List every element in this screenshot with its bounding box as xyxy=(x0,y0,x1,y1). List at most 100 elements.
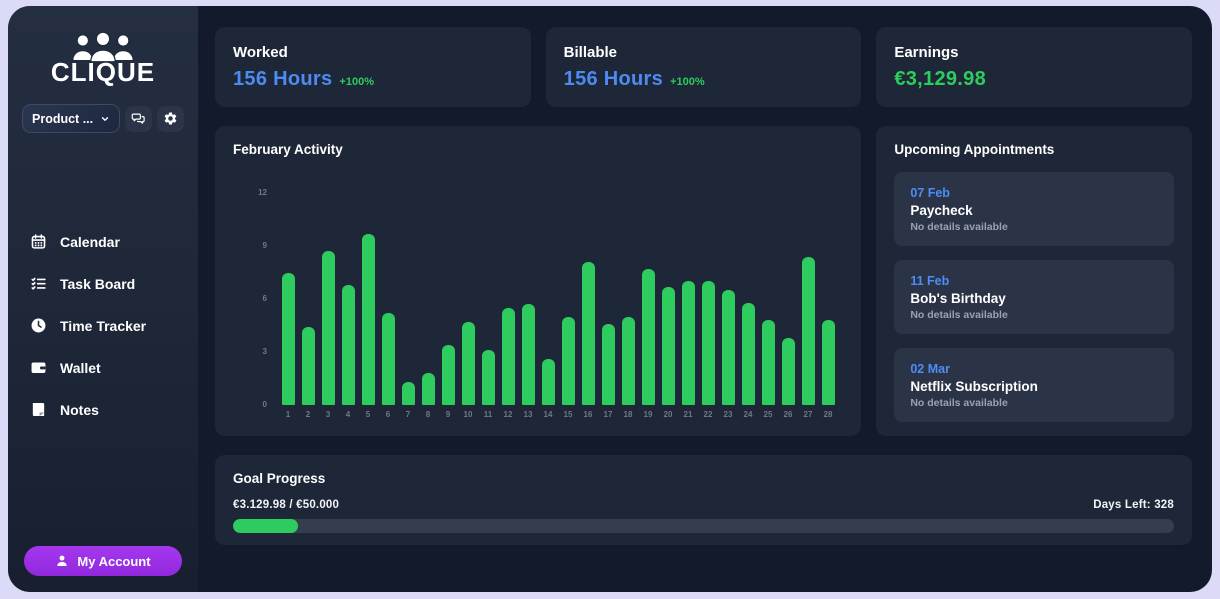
x-tick-label: 6 xyxy=(385,410,391,419)
activity-chart-card: February Activity 0 3 6 9 12 1 2 3 4 5 6 7 8 9 10 11 12… xyxy=(215,126,862,436)
bar xyxy=(601,323,615,405)
bar-column xyxy=(341,193,355,405)
x-tick-label: 26 xyxy=(783,410,793,419)
bar-column xyxy=(461,193,475,405)
appointment-details: No details available xyxy=(910,396,1008,409)
calendar-icon xyxy=(30,233,47,250)
main-content: Worked 156 Hours +100% Billable 156 Hour… xyxy=(198,6,1212,592)
x-tick-label: 16 xyxy=(583,410,593,419)
appointment-item[interactable]: 02 Mar Netflix Subscription No details ava… xyxy=(894,348,1174,422)
earnings-card-title: Earnings xyxy=(894,43,959,61)
bar-column xyxy=(301,193,315,405)
sidebar-item-wallet[interactable]: Wallet xyxy=(30,359,184,376)
billable-card-title: Billable xyxy=(563,43,618,61)
x-tick-label: 22 xyxy=(703,410,713,419)
bar-column xyxy=(621,193,635,405)
sidebar-item-calendar[interactable]: Calendar xyxy=(30,233,184,250)
x-tick-label: 2 xyxy=(305,410,311,419)
goal-progress-track xyxy=(233,519,1174,533)
x-tick-label: 28 xyxy=(823,410,833,419)
goal-progress-card: Goal Progress €3.129.98 / €50.000 Days L… xyxy=(215,455,1192,545)
appointment-date: 07 Feb xyxy=(910,185,950,200)
appointment-details: No details available xyxy=(910,220,1008,233)
bar xyxy=(661,286,675,405)
chart-y-axis: 0 3 6 9 12 xyxy=(233,188,267,409)
bar xyxy=(401,382,415,405)
earnings-card-value: €3,129.98 xyxy=(894,67,987,90)
bar xyxy=(821,320,835,405)
workspace-dropdown[interactable]: Product ... xyxy=(22,104,120,133)
appointment-date: 02 Mar xyxy=(910,361,950,376)
appointment-details: No details available xyxy=(910,308,1008,321)
bar xyxy=(381,313,395,405)
chevron-down-icon xyxy=(101,116,109,121)
appointments-list: 07 Feb Paycheck No details available 11 Feb… xyxy=(894,172,1174,422)
x-tick-label: 5 xyxy=(365,410,371,419)
my-account-button[interactable]: My Account xyxy=(24,546,182,576)
bar-column xyxy=(821,193,835,405)
bar-column xyxy=(701,193,715,405)
sidebar-item-label: Notes xyxy=(60,401,99,418)
chat-icon xyxy=(131,113,145,124)
bar xyxy=(461,321,475,405)
bar-column xyxy=(401,193,415,405)
x-tick-label: 27 xyxy=(803,410,813,419)
bar-column xyxy=(801,193,815,405)
bar-column xyxy=(581,193,595,405)
bar xyxy=(501,307,515,405)
bar-column xyxy=(561,193,575,405)
workspace-dropdown-label: Product ... xyxy=(32,111,94,126)
bar xyxy=(701,281,715,405)
wallet-icon xyxy=(30,359,47,376)
bar-column xyxy=(441,193,455,405)
x-tick-label: 7 xyxy=(405,410,411,419)
bar xyxy=(641,268,655,405)
bar xyxy=(621,316,635,405)
sidebar-item-notes[interactable]: Notes xyxy=(30,401,184,418)
bar-column xyxy=(541,193,555,405)
bar xyxy=(741,302,755,405)
goal-amounts: €3.129.98 / €50.000 xyxy=(233,499,340,511)
bar xyxy=(541,359,555,405)
x-tick-label: 24 xyxy=(743,410,753,419)
bar xyxy=(481,350,495,405)
clock-icon xyxy=(30,317,47,334)
sidebar-item-label: Calendar xyxy=(60,233,120,250)
appointment-item[interactable]: 07 Feb Paycheck No details available xyxy=(894,172,1174,246)
bar xyxy=(341,284,355,405)
sidebar-item-label: Time Tracker xyxy=(60,317,147,334)
bar xyxy=(561,316,575,405)
x-tick-label: 25 xyxy=(763,410,773,419)
bar-column xyxy=(521,193,535,405)
bar xyxy=(721,290,735,405)
gear-icon xyxy=(164,112,177,125)
earnings-card: Earnings €3,129.98 xyxy=(876,27,1192,107)
my-account-label: My Account xyxy=(77,553,151,569)
x-tick-label: 19 xyxy=(643,410,653,419)
bar-column xyxy=(381,193,395,405)
bar-column xyxy=(361,193,375,405)
chat-button[interactable] xyxy=(125,105,152,132)
y-tick-label: 0 xyxy=(262,400,267,409)
sidebar-item-task-board[interactable]: Task Board xyxy=(30,275,184,292)
bar-chart: 0 3 6 9 12 1 2 3 4 5 6 7 8 9 10 11 12 13 14 15 16 17 18 19 20 21… xyxy=(233,188,843,419)
appointment-title: Paycheck xyxy=(910,202,973,218)
bar-column xyxy=(501,193,515,405)
x-tick-label: 11 xyxy=(483,410,493,419)
chart-title: February Activity xyxy=(233,142,343,157)
x-tick-label: 17 xyxy=(603,410,613,419)
x-tick-label: 20 xyxy=(663,410,673,419)
sidebar-item-label: Wallet xyxy=(60,359,101,376)
bar xyxy=(681,281,695,405)
y-tick-label: 12 xyxy=(258,188,267,197)
bar xyxy=(421,373,435,405)
bar xyxy=(801,256,815,405)
bar xyxy=(781,337,795,405)
appointment-item[interactable]: 11 Feb Bob's Birthday No details available xyxy=(894,260,1174,334)
bar xyxy=(321,251,335,405)
sidebar-item-time-tracker[interactable]: Time Tracker xyxy=(30,317,184,334)
settings-button[interactable] xyxy=(157,105,184,132)
appointments-title: Upcoming Appointments xyxy=(894,142,1055,157)
appointment-title: Netflix Subscription xyxy=(910,378,1038,394)
bar-column xyxy=(481,193,495,405)
